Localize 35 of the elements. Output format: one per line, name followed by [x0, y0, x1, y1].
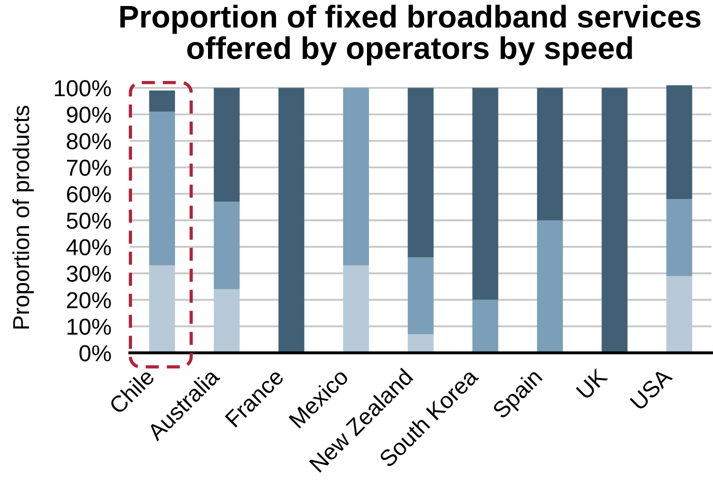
bar — [149, 90, 176, 112]
y-tick-label: 90% — [66, 106, 111, 123]
bar — [472, 300, 498, 353]
bar — [278, 88, 304, 353]
bar — [149, 265, 176, 353]
bar — [214, 202, 240, 290]
bar — [666, 199, 692, 276]
bar — [214, 289, 240, 353]
bar — [537, 88, 563, 220]
y-tick-label: 0% — [79, 345, 111, 362]
bar — [537, 220, 563, 353]
bar — [343, 88, 369, 266]
y-tick-label: 20% — [67, 292, 111, 308]
y-tick-label: 30% — [66, 266, 111, 282]
y-tick-label: 70% — [67, 160, 111, 176]
bar — [666, 276, 692, 353]
bar — [149, 112, 176, 266]
bar — [602, 88, 628, 353]
y-tick-label: 60% — [67, 186, 111, 202]
bar — [408, 257, 434, 334]
bar — [408, 88, 434, 258]
chart-title: Proportion of fixed broadband services offered by operators by speed — [120, 4, 700, 66]
y-tick-label: 80% — [66, 133, 111, 150]
y-axis-title: Proportion of products — [12, 106, 34, 329]
bar — [472, 88, 498, 300]
y-tick-label: 10% — [68, 318, 111, 335]
bar — [214, 88, 240, 202]
y-tick-label: 100% — [54, 80, 111, 96]
bar — [666, 85, 692, 200]
x-tick-label: UK — [576, 367, 608, 400]
y-tick-label: 50% — [66, 212, 111, 229]
y-tick-label: 40% — [66, 239, 111, 256]
bar — [408, 334, 434, 353]
bar — [343, 265, 369, 353]
x-tick-label: USA — [630, 367, 674, 411]
